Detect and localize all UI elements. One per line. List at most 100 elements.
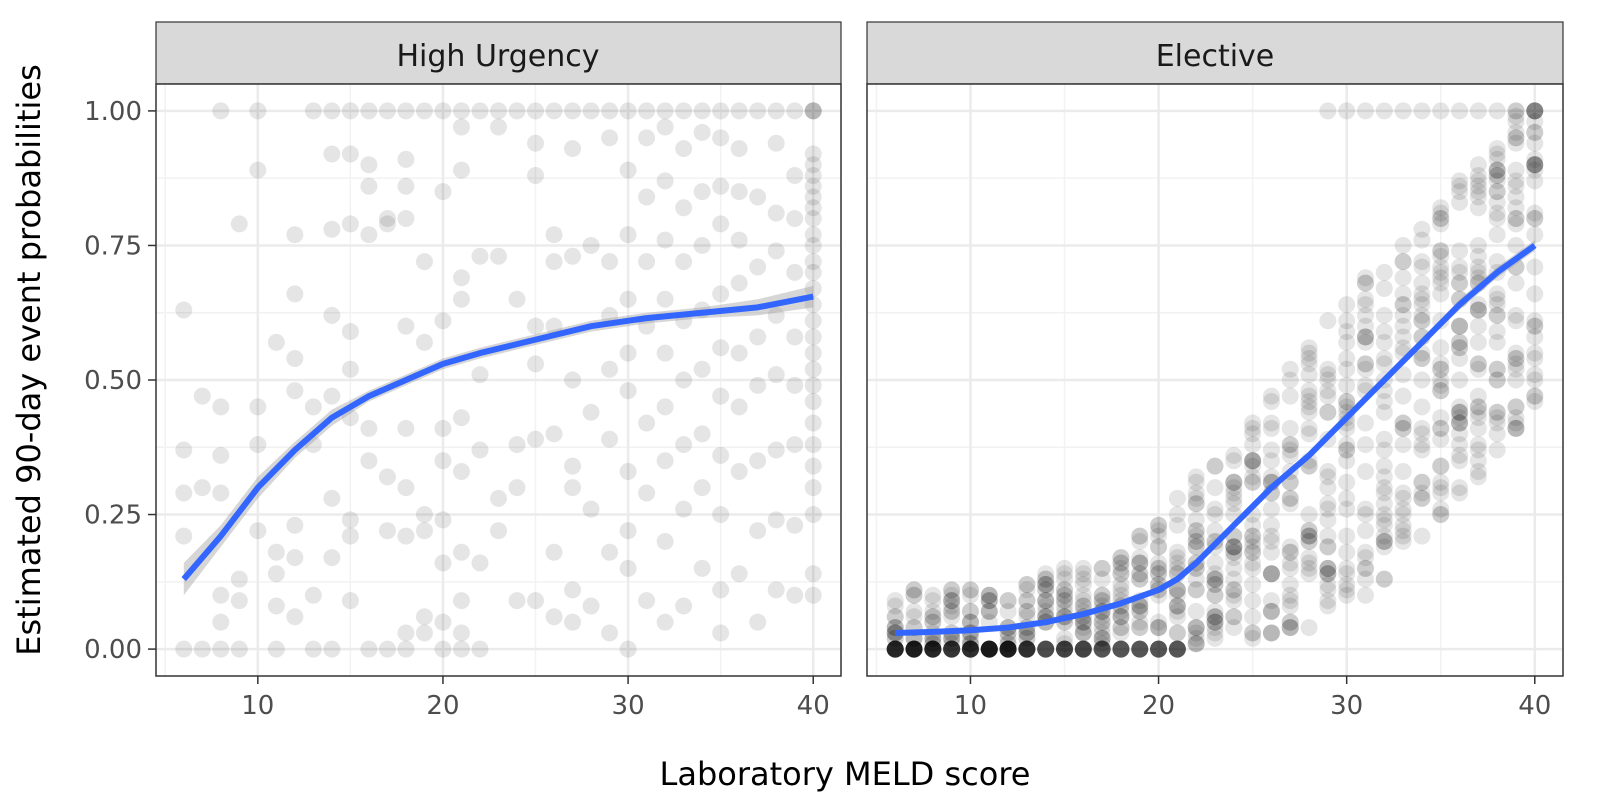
data-point: [1168, 586, 1186, 604]
data-point: [1074, 586, 1092, 604]
data-point: [1375, 457, 1393, 475]
data-point: [638, 592, 656, 610]
data-point: [999, 602, 1017, 620]
data-point: [1488, 183, 1506, 201]
data-point: [1206, 586, 1224, 604]
data-point: [1168, 602, 1186, 620]
data-point: [675, 500, 693, 518]
data-point: [943, 640, 961, 658]
data-point: [1150, 527, 1168, 545]
data-point: [1319, 592, 1337, 610]
data-point: [1225, 538, 1243, 556]
data-point: [1338, 527, 1356, 545]
data-point: [1526, 102, 1544, 120]
data-point: [1244, 608, 1262, 626]
data-point: [1225, 586, 1243, 604]
data-point: [675, 253, 693, 271]
data-point: [1469, 317, 1487, 335]
data-point: [1375, 532, 1393, 550]
data-point: [1187, 511, 1205, 529]
data-point: [980, 640, 998, 658]
data-point: [1056, 592, 1074, 610]
data-point: [943, 635, 961, 653]
data-point: [1526, 210, 1544, 228]
data-point: [1281, 371, 1299, 389]
data-point: [1432, 506, 1450, 524]
data-point: [1526, 102, 1544, 120]
data-point: [1432, 247, 1450, 265]
data-point: [1056, 570, 1074, 588]
data-point: [230, 592, 248, 610]
data-point: [1131, 570, 1149, 588]
data-point: [1056, 640, 1074, 658]
data-point: [1526, 344, 1544, 362]
data-point: [767, 441, 785, 459]
data-point: [1338, 102, 1356, 120]
data-point: [1244, 532, 1262, 550]
data-point: [1037, 640, 1055, 658]
data-point: [1074, 559, 1092, 577]
data-point: [527, 317, 545, 335]
data-point: [249, 522, 267, 540]
y-axis-title: Estimated 90-day event probabilities: [10, 64, 48, 655]
data-point: [804, 479, 822, 497]
data-point: [980, 640, 998, 658]
data-point: [804, 328, 822, 346]
data-point: [1356, 559, 1374, 577]
data-point: [943, 608, 961, 626]
data-point: [1507, 398, 1525, 416]
data-point: [1225, 473, 1243, 491]
data-point: [804, 102, 822, 120]
data-point: [1281, 387, 1299, 405]
data-point: [545, 543, 563, 561]
data-point: [961, 581, 979, 599]
data-point: [1225, 479, 1243, 497]
data-point: [1093, 640, 1111, 658]
data-point: [1413, 349, 1431, 367]
strip-high-urgency: [155, 21, 842, 85]
data-point: [1526, 226, 1544, 244]
data-point: [1507, 419, 1525, 437]
data-point: [804, 344, 822, 362]
data-point: [1338, 543, 1356, 561]
data-point: [1488, 360, 1506, 378]
data-point: [1187, 473, 1205, 491]
data-point: [693, 123, 711, 141]
data-point: [1338, 489, 1356, 507]
data-point: [1319, 538, 1337, 556]
data-point: [434, 452, 452, 470]
data-point: [1018, 640, 1036, 658]
data-point: [415, 608, 433, 626]
data-point: [452, 462, 470, 480]
data-point: [1150, 559, 1168, 577]
data-point: [1488, 210, 1506, 228]
data-point: [1394, 419, 1412, 437]
data-point: [1018, 629, 1036, 647]
data-point: [1244, 473, 1262, 491]
data-point: [1300, 339, 1318, 357]
data-point: [1432, 285, 1450, 303]
data-point: [1206, 479, 1224, 497]
data-point: [804, 414, 822, 432]
data-point: [1526, 156, 1544, 174]
data-point: [1451, 349, 1469, 367]
data-point: [1413, 489, 1431, 507]
data-point: [1394, 339, 1412, 357]
data-point: [712, 624, 730, 642]
data-point: [1168, 554, 1186, 572]
data-point: [961, 640, 979, 658]
data-point: [1469, 403, 1487, 421]
data-point: [1018, 640, 1036, 658]
data-point: [1244, 452, 1262, 470]
data-point: [1112, 608, 1130, 626]
data-point: [943, 581, 961, 599]
data-point: [1131, 527, 1149, 545]
x-tick-label: 40: [797, 691, 830, 721]
data-point: [1413, 296, 1431, 314]
data-point: [1375, 532, 1393, 550]
data-point: [905, 640, 923, 658]
data-point: [1319, 387, 1337, 405]
data-point: [1338, 581, 1356, 599]
data-point: [1451, 274, 1469, 292]
data-point: [1074, 640, 1092, 658]
